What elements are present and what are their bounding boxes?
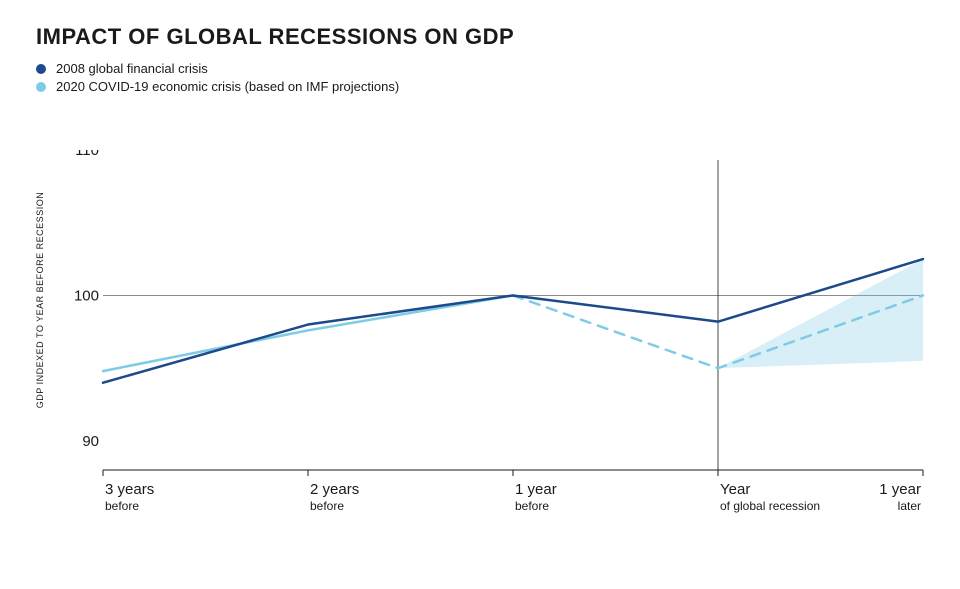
svg-text:before: before: [105, 499, 139, 513]
chart-svg: 901001103 yearsbefore2 yearsbefore1 year…: [55, 150, 935, 520]
chart-page: IMPACT OF GLOBAL RECESSIONS ON GDP 2008 …: [0, 0, 960, 589]
xtick-label-1: 2 yearsbefore: [310, 481, 359, 513]
svg-text:before: before: [310, 499, 344, 513]
ytick-100: 100: [74, 287, 99, 304]
legend-item-2020: 2020 COVID-19 economic crisis (based on …: [36, 78, 924, 96]
svg-text:3 years: 3 years: [105, 481, 154, 498]
legend: 2008 global financial crisis 2020 COVID-…: [36, 60, 924, 96]
svg-text:100: 100: [74, 287, 99, 304]
svg-text:1 year: 1 year: [515, 481, 557, 498]
legend-label-2020: 2020 COVID-19 economic crisis (based on …: [56, 78, 399, 96]
xtick-label-4: 1 yearlater: [879, 481, 921, 513]
ytick-110: 110: [75, 150, 99, 159]
line-2020-historical: [103, 295, 513, 371]
svg-text:1 year: 1 year: [879, 481, 921, 498]
svg-text:of global recession: of global recession: [720, 499, 820, 513]
legend-label-2008: 2008 global financial crisis: [56, 60, 208, 78]
xtick-label-2: 1 yearbefore: [515, 481, 557, 513]
svg-text:110: 110: [75, 150, 99, 159]
svg-text:Year: Year: [720, 481, 750, 498]
chart-area: 901001103 yearsbefore2 yearsbefore1 year…: [55, 150, 936, 529]
chart-title: IMPACT OF GLOBAL RECESSIONS ON GDP: [36, 24, 924, 50]
y-axis-label: GDP INDEXED TO YEAR BEFORE RECESSION: [35, 191, 45, 407]
svg-text:later: later: [898, 499, 921, 513]
legend-item-2008: 2008 global financial crisis: [36, 60, 924, 78]
xtick-label-0: 3 yearsbefore: [105, 481, 154, 513]
ytick-90: 90: [82, 433, 99, 450]
legend-dot-2020: [36, 82, 46, 92]
svg-text:before: before: [515, 499, 549, 513]
svg-text:2 years: 2 years: [310, 481, 359, 498]
xtick-label-3: Yearof global recession: [720, 481, 820, 513]
projection-uncertainty-fan: [718, 259, 923, 368]
svg-text:90: 90: [82, 433, 99, 450]
legend-dot-2008: [36, 64, 46, 74]
